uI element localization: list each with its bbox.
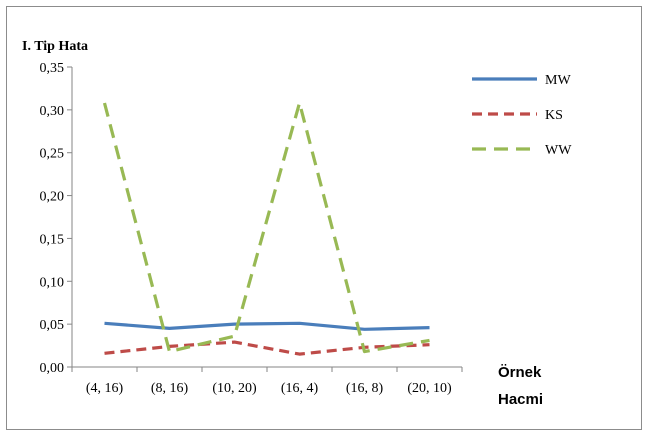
- y-tick-label: 0,05: [40, 318, 65, 333]
- y-tick-label: 0,35: [40, 61, 65, 76]
- x-tick-label: (20, 10): [407, 381, 452, 396]
- x-tick-label: (4, 16): [86, 381, 124, 396]
- y-axis-title: I. Tip Hata: [22, 39, 88, 54]
- chart-frame: [6, 6, 642, 430]
- series-line-ww: [102, 101, 430, 354]
- legend: MW KS WW: [472, 73, 572, 158]
- legend-label-ww: WW: [545, 143, 572, 158]
- series-line-ks: [104, 340, 430, 356]
- legend-label-mw: MW: [545, 73, 571, 88]
- y-tick-label: 0,15: [40, 232, 65, 247]
- x-axis-title-line1: Örnek: [498, 364, 542, 381]
- series-line-mw: [104, 321, 430, 331]
- legend-label-ks: KS: [545, 108, 563, 123]
- y-tick-label: 0,20: [40, 190, 65, 205]
- y-tick-label: 0,25: [40, 147, 65, 162]
- x-tick-label: (16, 8): [346, 381, 384, 396]
- y-tick-label: 0,00: [40, 361, 65, 376]
- x-tick-label: (10, 20): [212, 381, 257, 396]
- x-tick-label: (8, 16): [151, 381, 189, 396]
- x-axis-title-line2: Hacmi: [498, 391, 543, 408]
- y-tick-label: 0,10: [40, 275, 65, 290]
- x-tick-label: (16, 4): [281, 381, 319, 396]
- y-tick-label: 0,30: [40, 104, 65, 119]
- series-layer: [102, 101, 430, 356]
- axes: 0,00 0,05 0,10 0,15 0,20 0,25 0,30 0,35 (4, 16) (…: [40, 61, 463, 396]
